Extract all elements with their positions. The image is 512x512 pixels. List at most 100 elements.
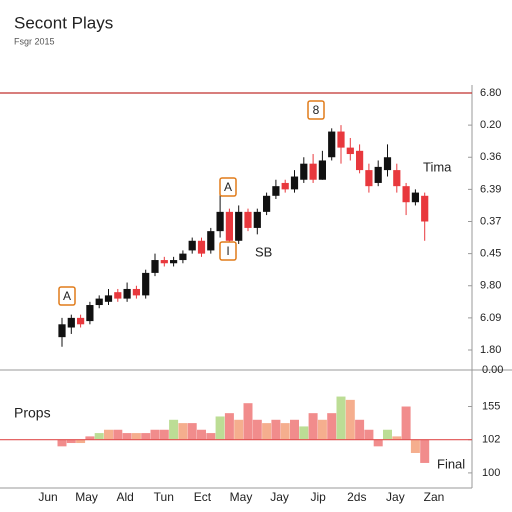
candle-body bbox=[337, 131, 345, 148]
candle-body bbox=[374, 166, 382, 183]
annotation: 8 bbox=[313, 103, 320, 117]
annotation: Final bbox=[437, 456, 465, 471]
y-tick-label: 0.00 bbox=[482, 364, 503, 376]
y-tick-label: 0.36 bbox=[480, 151, 501, 163]
bar bbox=[308, 413, 318, 440]
candle-body bbox=[77, 317, 85, 325]
bar bbox=[290, 419, 299, 440]
candle-body bbox=[123, 288, 131, 299]
candle-body bbox=[356, 150, 364, 171]
y-tick-label: 6.09 bbox=[480, 312, 501, 324]
x-tick-label: Jay bbox=[270, 490, 289, 504]
x-tick-label: May bbox=[75, 490, 98, 504]
candle-body bbox=[272, 186, 280, 196]
bar bbox=[94, 433, 104, 440]
candle-body bbox=[421, 195, 429, 222]
annotation-box bbox=[219, 177, 237, 197]
bar bbox=[262, 423, 272, 440]
y-tick-label: 155 bbox=[482, 400, 500, 412]
bar bbox=[355, 419, 365, 440]
bar bbox=[373, 439, 383, 447]
y-tick-label: 6.39 bbox=[480, 183, 501, 195]
y-tick-label: 0.20 bbox=[480, 119, 501, 131]
annotation-box bbox=[219, 241, 237, 261]
candle-body bbox=[225, 211, 233, 241]
bar bbox=[141, 433, 151, 440]
candle-body bbox=[281, 182, 289, 190]
bar bbox=[131, 433, 141, 440]
candle-body bbox=[346, 147, 354, 155]
bar bbox=[76, 439, 86, 444]
bar bbox=[271, 419, 281, 440]
candle-body bbox=[365, 170, 373, 187]
x-tick-label: Ald bbox=[117, 490, 134, 504]
annotation: A bbox=[224, 180, 232, 194]
candle-body bbox=[67, 317, 75, 328]
bar bbox=[401, 406, 411, 440]
bar bbox=[85, 436, 95, 440]
candle-body bbox=[290, 176, 299, 190]
annotation: A bbox=[63, 289, 71, 303]
bar bbox=[150, 429, 160, 440]
y-tick-label: 1.80 bbox=[480, 344, 501, 356]
candle-body bbox=[142, 272, 150, 296]
candle-body bbox=[197, 240, 206, 254]
bar bbox=[104, 429, 113, 440]
annotation-box bbox=[307, 100, 325, 120]
candle-body bbox=[244, 211, 252, 228]
candle-body bbox=[300, 163, 308, 180]
bar bbox=[252, 419, 262, 440]
annotation: Tima bbox=[423, 159, 452, 174]
x-tick-label: Zan bbox=[424, 490, 445, 504]
bar bbox=[187, 423, 197, 440]
chart-title: Secont Plays bbox=[14, 13, 113, 32]
x-tick-label: Jun bbox=[38, 490, 57, 504]
candle-body bbox=[216, 211, 224, 232]
bar bbox=[206, 433, 216, 440]
candle-body bbox=[263, 195, 271, 212]
bar bbox=[336, 396, 346, 440]
x-tick-label: Tun bbox=[154, 490, 174, 504]
y-tick-label: 0.45 bbox=[480, 248, 501, 260]
candle-body bbox=[95, 298, 103, 306]
candle-body bbox=[170, 260, 178, 264]
y-tick-label: 9.80 bbox=[480, 280, 501, 292]
bar bbox=[57, 439, 67, 447]
x-tick-label: 2ds bbox=[347, 490, 366, 504]
candle-body bbox=[318, 160, 326, 180]
bar bbox=[197, 429, 206, 440]
bar bbox=[224, 413, 234, 440]
bar bbox=[364, 429, 374, 440]
bar bbox=[383, 429, 392, 440]
candle-body bbox=[328, 131, 336, 158]
candle-body bbox=[207, 231, 215, 251]
candle-body bbox=[309, 163, 317, 180]
bar bbox=[159, 429, 169, 440]
candle-body bbox=[393, 170, 401, 187]
candle-body bbox=[188, 240, 196, 251]
candle-body bbox=[58, 324, 66, 338]
y-tick-label: 6.80 bbox=[480, 87, 501, 99]
annotation: SB bbox=[255, 244, 272, 259]
candle-body bbox=[114, 292, 122, 299]
bar bbox=[299, 426, 309, 440]
y-tick-label: 100 bbox=[482, 467, 500, 479]
bar bbox=[66, 439, 76, 444]
bar bbox=[122, 433, 132, 440]
candle-body bbox=[402, 186, 410, 203]
bar bbox=[215, 416, 225, 440]
bar bbox=[345, 399, 355, 440]
bar bbox=[243, 403, 253, 440]
y-tick-label: 102 bbox=[482, 434, 500, 446]
candle-body bbox=[383, 157, 392, 171]
x-tick-label: Jip bbox=[311, 490, 327, 504]
chart-subtitle: Fsgr 2015 bbox=[14, 36, 55, 46]
candle-body bbox=[132, 288, 140, 296]
x-tick-label: Ect bbox=[194, 490, 212, 504]
bar bbox=[420, 439, 430, 463]
candle-body bbox=[86, 305, 94, 322]
bar bbox=[317, 419, 327, 440]
bar bbox=[327, 413, 337, 440]
